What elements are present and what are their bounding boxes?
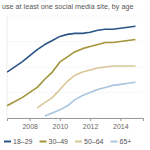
series-line (45, 82, 136, 116)
legend-item: 18–29 (4, 138, 33, 145)
series-line (7, 39, 135, 105)
grid (7, 16, 143, 118)
x-tick: 2014 (113, 118, 129, 130)
legend-item: 30–49 (40, 138, 69, 145)
x-tick: 2012 (83, 118, 99, 130)
x-tick: 2010 (53, 118, 69, 130)
x-axis: 2008 2010 2012 2014 (8, 118, 144, 130)
legend-swatch (111, 141, 118, 143)
legend-swatch (40, 141, 47, 143)
y-axis-line (7, 16, 8, 118)
legend-label: 18–29 (13, 138, 33, 145)
plot: 2008 2010 2012 2014 (7, 16, 144, 130)
grid-line (7, 16, 143, 17)
x-tick-label: 2012 (83, 123, 99, 130)
legend-label: 65+ (120, 138, 132, 145)
legend-item: 65+ (111, 138, 132, 145)
title: use at least one social media site, by a… (2, 2, 133, 11)
legend-swatch (75, 141, 82, 143)
legend: 18–29 30–49 50–64 65+ (4, 138, 131, 145)
x-tick-mark (90, 118, 91, 121)
x-axis-line (8, 119, 144, 122)
legend-swatch (4, 141, 11, 143)
x-tick-label: 2010 (53, 123, 69, 130)
x-tick-mark (60, 118, 61, 121)
x-tick-mark (30, 118, 31, 121)
legend-item: 50–64 (75, 138, 104, 145)
lines (7, 26, 135, 116)
legend-label: 30–49 (49, 138, 69, 145)
grid-line (7, 92, 143, 93)
x-tick-mark (120, 118, 121, 121)
series-line (37, 66, 135, 108)
chart: use at least one social media site, by a… (0, 0, 150, 150)
x-tick-label: 2014 (113, 123, 129, 130)
x-tick-label: 2008 (22, 123, 38, 130)
legend-label: 50–64 (84, 138, 104, 145)
x-tick: 2008 (22, 118, 38, 130)
